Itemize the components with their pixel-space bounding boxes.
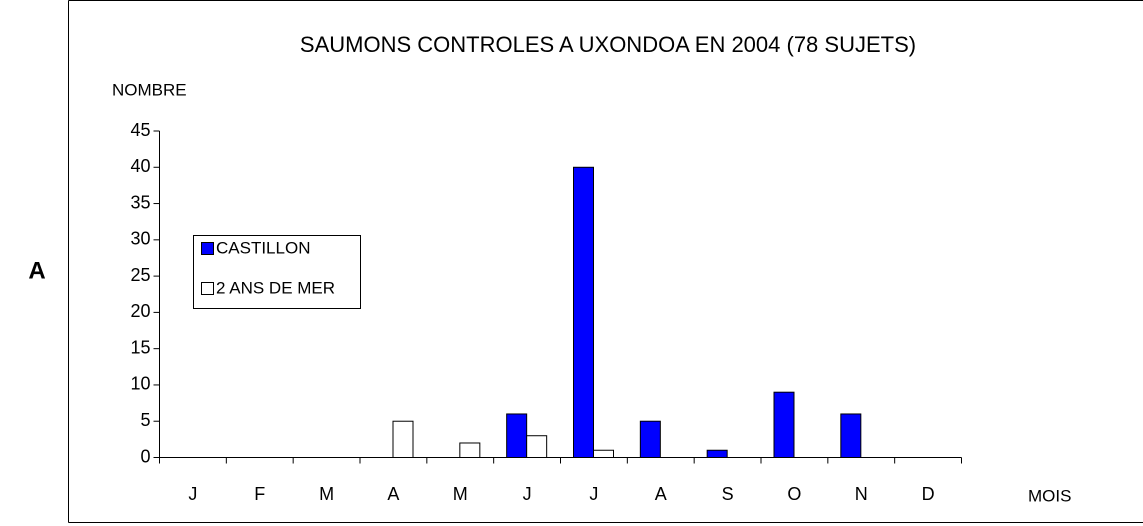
x-tick-label: M: [453, 484, 468, 504]
y-axis-label: NOMBRE: [112, 80, 187, 99]
x-tick-label: J: [188, 484, 197, 504]
legend-swatch: [201, 282, 214, 295]
y-tick-label: 5: [140, 410, 150, 430]
bar: [840, 413, 862, 459]
y-tick-label: 20: [130, 301, 150, 321]
bar: [639, 420, 661, 459]
bar: [392, 420, 414, 459]
bar: [706, 449, 728, 459]
y-tick-label: 40: [130, 156, 150, 176]
y-tick-label: 25: [130, 265, 150, 285]
bar: [593, 449, 614, 459]
x-tick-label: J: [523, 484, 532, 504]
x-tick-label: F: [254, 484, 265, 504]
bar: [506, 413, 528, 459]
x-tick-label: N: [855, 484, 868, 504]
bar: [773, 391, 795, 459]
y-tick-label: 0: [140, 446, 150, 466]
bar: [573, 166, 594, 458]
x-tick-label: S: [722, 484, 734, 504]
legend-label: 2 ANS DE MER: [216, 278, 335, 297]
legend-label: CASTILLON: [216, 238, 310, 257]
chart-title: SAUMONS CONTROLES A UXONDOA EN 2004 (78 …: [300, 32, 916, 57]
bar: [459, 442, 481, 459]
x-tick-label: M: [319, 484, 334, 504]
y-tick-label: 35: [130, 192, 150, 212]
y-tick-label: 45: [130, 120, 150, 140]
x-tick-label: A: [387, 484, 399, 504]
y-tick-label: 10: [130, 374, 150, 394]
x-tick-label: J: [589, 484, 598, 504]
legend-box: [193, 235, 361, 309]
y-tick-label: 15: [130, 337, 150, 357]
legend-swatch: [201, 242, 214, 255]
x-tick-label: A: [655, 484, 667, 504]
panel-label: A: [28, 257, 45, 284]
x-axis-label: MOIS: [1028, 486, 1071, 505]
y-tick-label: 30: [130, 229, 150, 249]
x-tick-label: O: [787, 484, 801, 504]
bar: [526, 435, 548, 459]
x-tick-label: D: [922, 484, 935, 504]
